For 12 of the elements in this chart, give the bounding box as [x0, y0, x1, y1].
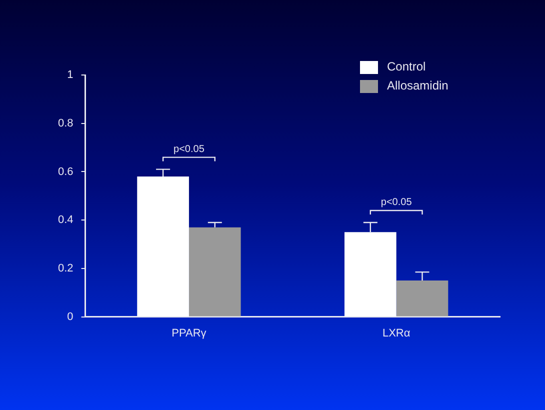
annotation: p<0.05	[380, 197, 412, 208]
y-tick-label: 0.6	[58, 166, 74, 178]
y-tick-label: 0.4	[58, 214, 74, 226]
legend-label: Allosamidin	[387, 78, 448, 92]
legend-label: Control	[387, 59, 426, 74]
y-tick-label: 1	[67, 69, 74, 82]
x-tick-label: LXRα	[382, 327, 411, 340]
annotation: p<0.05	[174, 144, 205, 156]
x-tick-label: PPARγ	[172, 327, 207, 340]
y-tick-label: 0.8	[58, 117, 74, 130]
y-tick-label: 0	[67, 310, 74, 323]
y-tick-label: 0.2	[58, 262, 74, 274]
